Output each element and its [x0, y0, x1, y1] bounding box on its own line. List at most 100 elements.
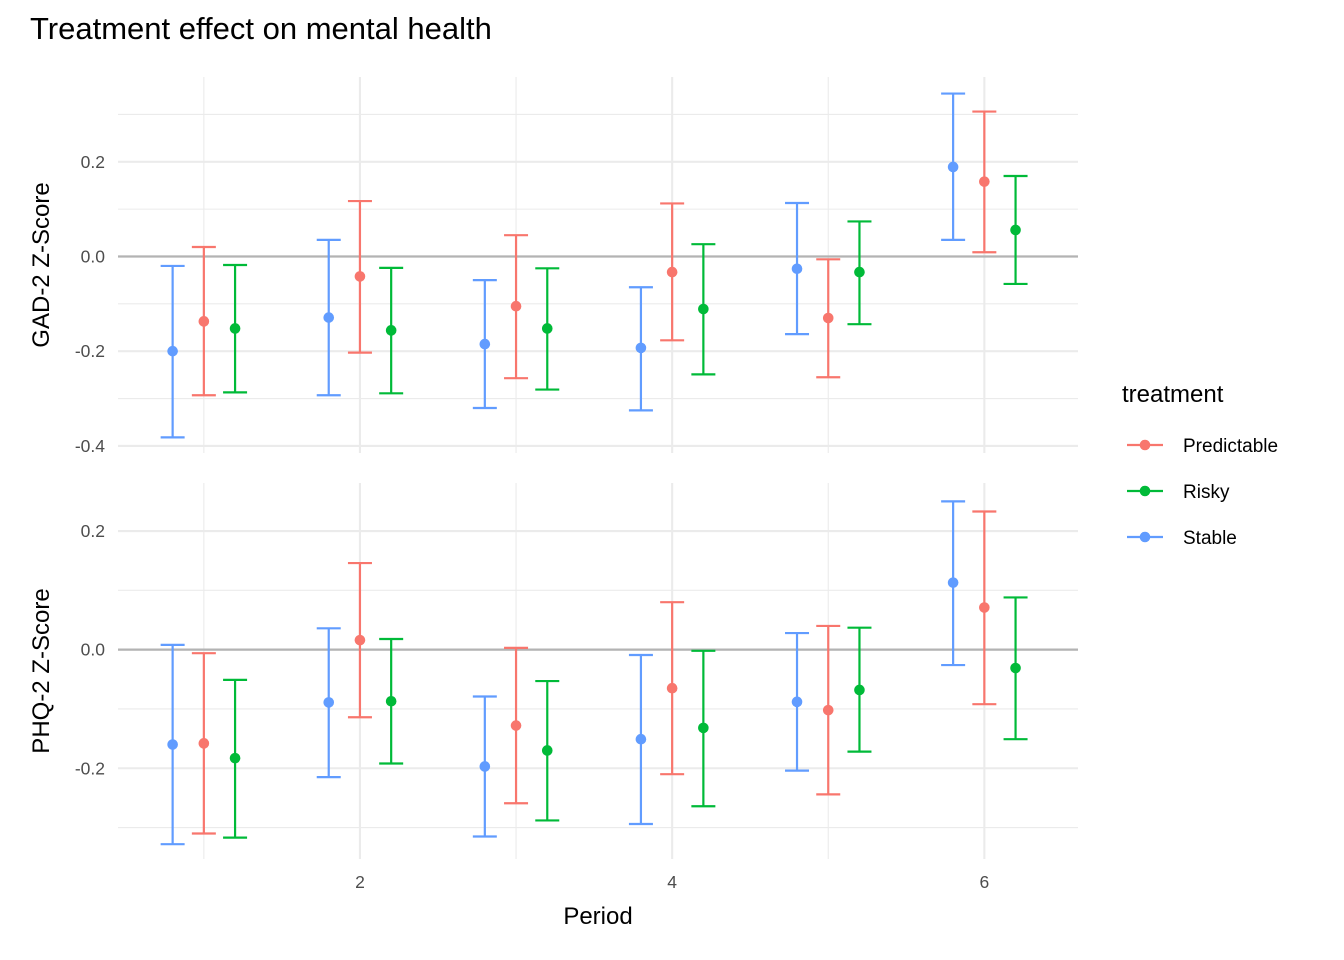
legend-item-risky: Risky	[1127, 482, 1230, 503]
series-predictable	[191, 510, 997, 835]
data-point	[979, 602, 990, 613]
x-tick-label: 4	[667, 872, 677, 892]
errorbar	[628, 286, 653, 412]
errorbar	[691, 243, 716, 376]
data-point	[198, 316, 210, 327]
data-point	[666, 682, 678, 694]
legend-item-predictable: Predictable	[1127, 436, 1278, 457]
data-point	[167, 739, 178, 750]
data-point	[1010, 662, 1021, 674]
data-point	[541, 323, 553, 334]
data-point	[229, 323, 241, 334]
y-tick-label: 0.0	[81, 246, 106, 266]
errorbar	[379, 266, 404, 395]
data-point	[385, 695, 397, 707]
data-point	[479, 761, 491, 772]
series-risky	[223, 174, 1028, 395]
legend-label: Predictable	[1183, 436, 1278, 457]
data-point	[635, 733, 647, 745]
panel-phq2: -0.2 0.0 0.2 PHQ-2 Z-Score	[28, 483, 1078, 859]
data-point	[510, 720, 522, 731]
legend-label: Stable	[1183, 528, 1237, 549]
data-point	[822, 312, 834, 324]
series-predictable	[191, 110, 997, 397]
series-risky	[223, 596, 1028, 839]
series-stable	[160, 500, 966, 846]
legend-label: Risky	[1183, 482, 1230, 503]
panels: -0.4 -0.2 0.0 0.2 GAD-2 Z-Score -0.2 0.0 0.2 PHQ…	[28, 77, 1078, 892]
errorbar	[472, 695, 497, 838]
errorbar	[972, 510, 997, 706]
data-point	[979, 176, 990, 187]
errorbar	[1003, 174, 1028, 286]
data-point	[198, 738, 210, 749]
errorbar	[972, 110, 997, 254]
data-point	[1010, 224, 1021, 236]
x-axis: 2 4 6	[355, 872, 989, 892]
errorbar	[941, 500, 966, 667]
errorbar	[223, 678, 248, 839]
errorbar	[223, 263, 248, 394]
data-point	[947, 577, 959, 588]
data-point	[167, 345, 178, 357]
x-tick-label: 2	[355, 872, 365, 892]
errorbar	[847, 626, 872, 753]
errorbar	[379, 637, 404, 765]
data-point	[698, 722, 709, 734]
errorbar	[160, 643, 185, 846]
data-point	[479, 338, 491, 350]
data-point	[666, 266, 678, 278]
data-point	[947, 161, 959, 173]
data-point	[354, 271, 366, 282]
chart-title: Treatment effect on mental health	[30, 11, 492, 46]
data-point	[791, 696, 803, 708]
errorbar	[316, 627, 341, 779]
errorbar	[660, 601, 685, 776]
errorbar	[191, 652, 216, 835]
errorbar	[660, 202, 685, 342]
y-tick-label: -0.4	[75, 436, 105, 456]
panel-gad2: -0.4 -0.2 0.0 0.2 GAD-2 Z-Score	[28, 77, 1078, 456]
series-stable	[160, 92, 966, 439]
data-point	[635, 342, 647, 354]
errorbar	[504, 646, 529, 805]
errorbar	[347, 199, 372, 354]
data-point	[698, 303, 709, 315]
legend-item-stable: Stable	[1127, 528, 1237, 549]
errorbar	[535, 679, 560, 822]
data-point	[541, 745, 553, 756]
data-point	[323, 697, 335, 708]
errorbar	[816, 624, 841, 796]
data-point	[510, 300, 522, 312]
data-point	[354, 634, 366, 646]
legend-key-point	[1139, 485, 1151, 497]
errorbar	[472, 279, 497, 410]
legend: treatment Predictable Risky Stable	[1122, 381, 1278, 549]
data-point	[323, 312, 335, 323]
errorbar	[347, 561, 372, 719]
data-point	[385, 325, 397, 336]
errorbar	[316, 238, 341, 397]
y-tick-label: -0.2	[75, 341, 105, 361]
data-point	[822, 704, 834, 716]
errorbar	[847, 220, 872, 326]
y-tick-label: 0.2	[81, 521, 105, 541]
errorbar	[628, 653, 653, 826]
x-tick-label: 6	[979, 872, 989, 892]
y-axis-title: PHQ-2 Z-Score	[28, 588, 55, 753]
legend-key-point	[1139, 439, 1151, 451]
errorbar	[504, 234, 529, 380]
data-point	[791, 263, 803, 275]
y-tick-label: -0.2	[75, 758, 105, 778]
data-point	[229, 752, 241, 764]
y-axis-title: GAD-2 Z-Score	[28, 182, 55, 347]
errorbar	[160, 264, 185, 439]
data-point	[854, 266, 865, 278]
errorbar	[691, 649, 716, 808]
legend-key-point	[1139, 531, 1151, 543]
errorbar	[816, 258, 841, 379]
errorbar	[785, 201, 810, 336]
y-tick-label: 0.0	[81, 640, 106, 660]
errorbar	[535, 267, 560, 391]
